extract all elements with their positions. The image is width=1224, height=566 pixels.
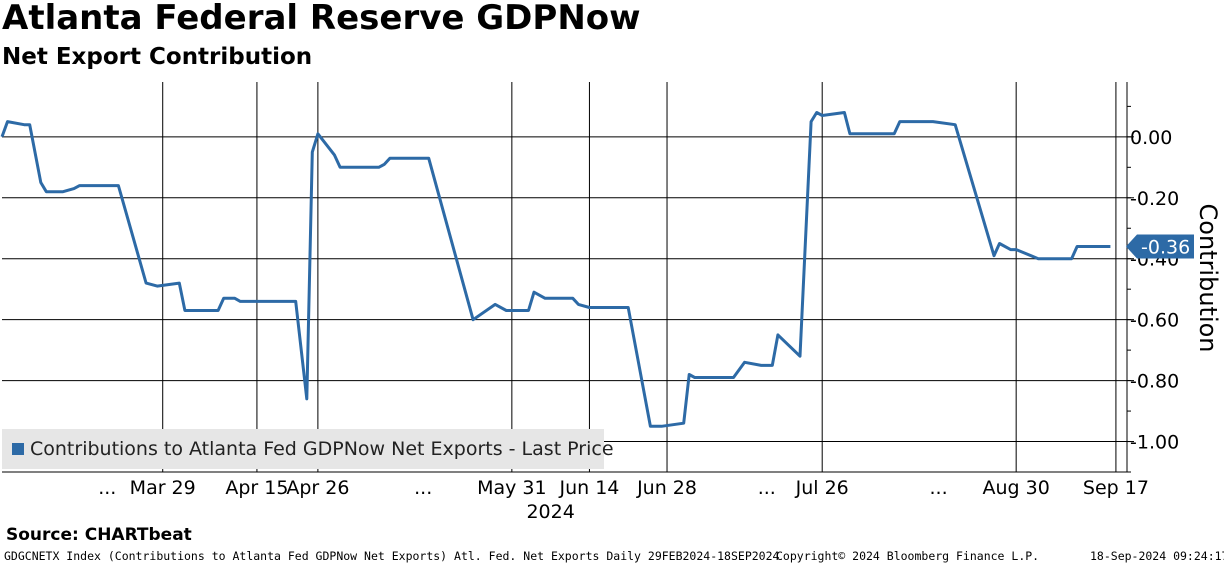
x-tick-label: ... bbox=[414, 477, 432, 499]
footer-copyright: Copyright© 2024 Bloomberg Finance L.P. bbox=[776, 549, 1040, 563]
y-tick-label: -0.20 bbox=[1130, 188, 1179, 210]
legend-label: Contributions to Atlanta Fed GDPNow Net … bbox=[30, 438, 614, 460]
x-year-label: 2024 bbox=[526, 501, 574, 520]
last-value-badge bbox=[1126, 234, 1194, 259]
chart-legend: Contributions to Atlanta Fed GDPNow Net … bbox=[2, 429, 614, 469]
y-tick-label: -1.00 bbox=[1130, 432, 1179, 454]
footer-timestamp: 18-Sep-2024 09:24:17 bbox=[1090, 549, 1224, 563]
x-tick-label: Jun 14 bbox=[558, 477, 619, 499]
x-tick-label: Jul 26 bbox=[795, 477, 849, 499]
chart-subtitle: Net Export Contribution bbox=[2, 44, 313, 70]
y-axis-title: Contribution bbox=[1194, 203, 1222, 352]
x-tick-label: Apr 15 bbox=[225, 477, 288, 499]
x-tick-label: Mar 29 bbox=[130, 477, 196, 499]
source-label: Source: CHARTbeat bbox=[6, 525, 192, 545]
x-tick-label: Sep 17 bbox=[1083, 477, 1149, 499]
x-tick-label: Apr 26 bbox=[286, 477, 349, 499]
last-value-label: -0.36 bbox=[1141, 237, 1190, 259]
y-tick-label: -0.80 bbox=[1130, 371, 1179, 393]
x-tick-label: ... bbox=[758, 477, 776, 499]
y-tick-label: -0.60 bbox=[1130, 310, 1179, 332]
x-tick-label: Jun 28 bbox=[636, 477, 697, 499]
legend-swatch-icon bbox=[12, 443, 24, 455]
footer-index-description: GDGCNETX Index (Contributions to Atlanta… bbox=[4, 549, 780, 563]
x-tick-label: Aug 30 bbox=[982, 477, 1049, 499]
x-tick-label: May 31 bbox=[477, 477, 547, 499]
series-line bbox=[0, 111, 1111, 428]
y-tick-label: 0.00 bbox=[1130, 127, 1172, 149]
chart-title: Atlanta Federal Reserve GDPNow bbox=[2, 0, 641, 38]
x-tick-label: ... bbox=[930, 477, 948, 499]
x-tick-label: ... bbox=[98, 477, 116, 499]
